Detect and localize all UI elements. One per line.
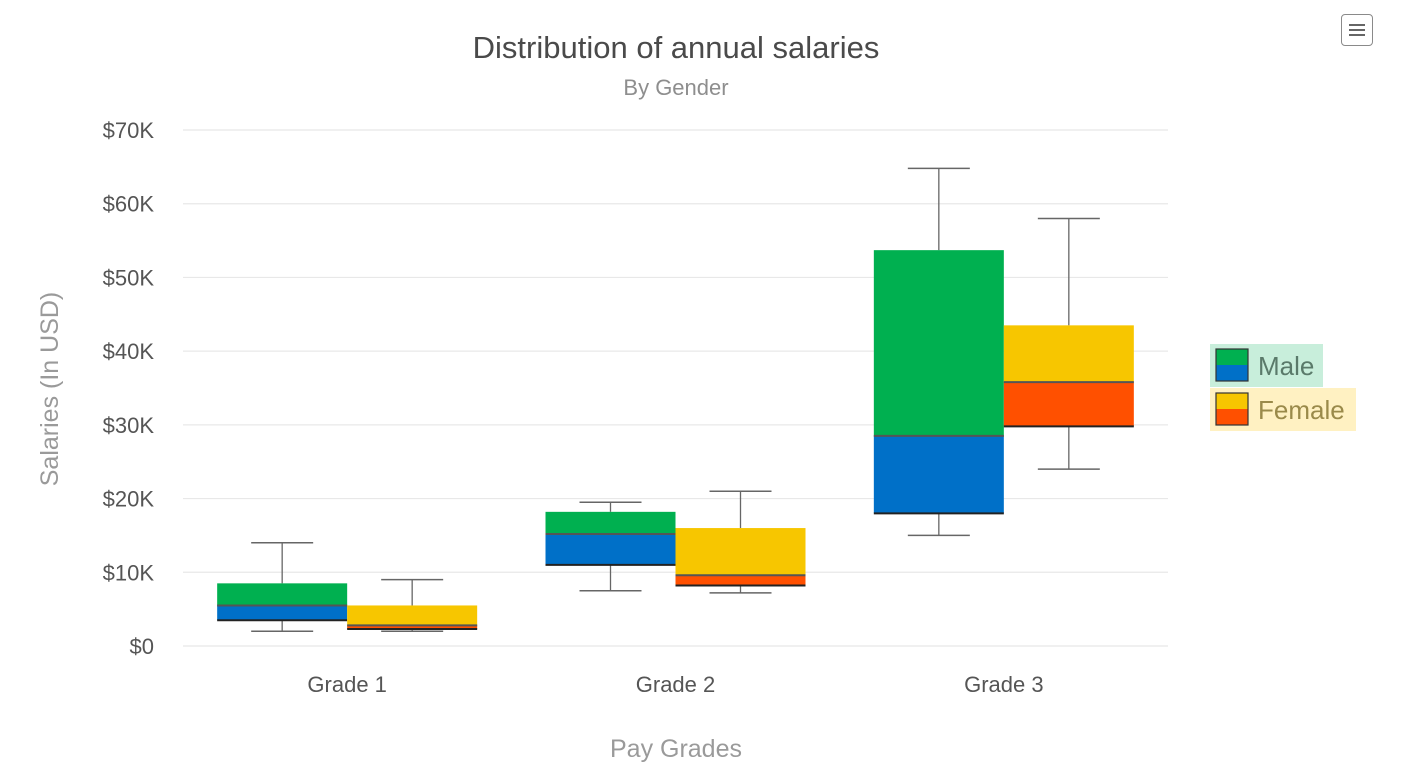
- legend-swatch-lower: [1216, 365, 1248, 381]
- upper-box: [347, 605, 478, 626]
- box-male-2: [545, 501, 676, 592]
- lower-box: [675, 575, 806, 586]
- y-tick-label: $70K: [103, 118, 155, 143]
- menu-bar-line: [1349, 24, 1365, 26]
- chart-title: Distribution of annual salaries: [473, 30, 880, 65]
- box-female-3: [1003, 217, 1134, 470]
- y-tick-label: $10K: [103, 560, 155, 585]
- legend-label: Female: [1258, 395, 1345, 425]
- legend-swatch-lower: [1216, 409, 1248, 425]
- legend: Male Female: [1210, 344, 1356, 431]
- box-female-1: [347, 578, 478, 633]
- box-male-3: [873, 167, 1004, 537]
- legend-item-female: Female: [1210, 388, 1356, 431]
- legend-label: Male: [1258, 351, 1314, 381]
- x-tick-label: Grade 3: [964, 672, 1044, 697]
- legend-swatch-upper: [1216, 349, 1248, 365]
- y-axis-title: Salaries (In USD): [36, 292, 64, 487]
- upper-box: [1003, 325, 1134, 383]
- y-tick-label: $0: [130, 634, 154, 659]
- menu-bar-line: [1349, 34, 1365, 36]
- chart-subtitle: By Gender: [623, 75, 728, 100]
- grid-lines: [183, 129, 1168, 647]
- box-female-2: [675, 490, 806, 594]
- upper-box: [545, 511, 676, 534]
- y-tick-label: $20K: [103, 487, 155, 512]
- y-tick-label: $30K: [103, 413, 155, 438]
- box-groups: [217, 167, 1134, 633]
- menu-bar-line: [1349, 29, 1365, 31]
- lower-box: [873, 435, 1004, 514]
- x-tick-label: Grade 1: [307, 672, 387, 697]
- legend-swatch-upper: [1216, 393, 1248, 409]
- y-tick-label: $40K: [103, 339, 155, 364]
- lower-box: [1003, 382, 1134, 427]
- y-tick-label: $50K: [103, 265, 155, 290]
- y-axis-ticks: $0 $10K $20K $30K $40K $50K $60K $70K: [103, 118, 155, 659]
- legend-swatch-border: [1215, 392, 1249, 426]
- upper-box: [873, 250, 1004, 436]
- hamburger-menu-icon[interactable]: [1341, 14, 1373, 46]
- upper-box: [675, 528, 806, 576]
- legend-swatch-border: [1215, 348, 1249, 382]
- x-axis-title: Pay Grades: [610, 735, 742, 763]
- box-male-1: [217, 542, 348, 633]
- y-tick-label: $60K: [103, 192, 155, 217]
- legend-item-male: Male: [1210, 344, 1323, 387]
- x-tick-label: Grade 2: [636, 672, 716, 697]
- upper-box: [217, 583, 348, 606]
- lower-box: [347, 625, 478, 630]
- lower-box: [545, 533, 676, 565]
- x-axis-ticks: Grade 1 Grade 2 Grade 3: [307, 672, 1043, 697]
- lower-box: [217, 605, 348, 621]
